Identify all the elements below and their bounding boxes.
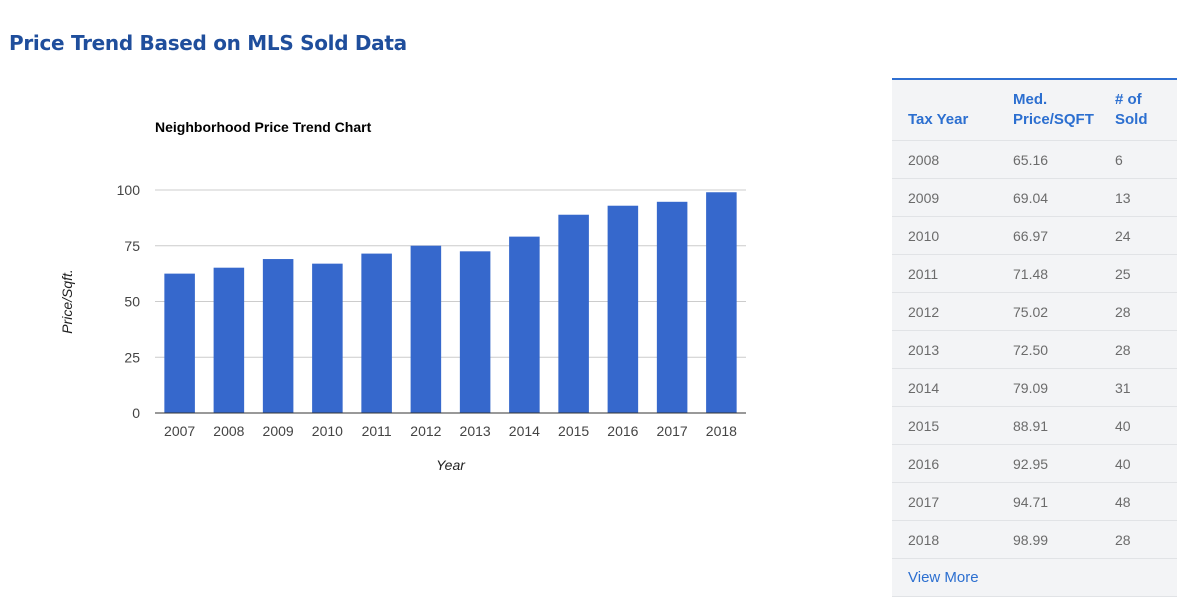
- bar-2012[interactable]: [410, 245, 442, 413]
- table-row: 2010 66.97 24: [892, 216, 1177, 255]
- x-tick-label: 2007: [164, 423, 195, 439]
- header-number-sold-line2: Sold: [1115, 111, 1148, 128]
- bar-2017[interactable]: [656, 201, 688, 413]
- bar-2010[interactable]: [312, 263, 343, 413]
- y-tick-label: 100: [117, 182, 141, 198]
- table-footer-row: View More: [892, 558, 1177, 597]
- cell-number-sold: 31: [1103, 368, 1177, 407]
- header-number-sold: # of Sold: [1103, 80, 1177, 141]
- bar-2016[interactable]: [607, 205, 639, 413]
- cell-tax-year: 2009: [892, 178, 997, 217]
- y-axis-ticks: 0 25 50 75 100: [117, 182, 141, 421]
- page-title: Price Trend Based on MLS Sold Data: [9, 31, 407, 55]
- table-row: 2012 75.02 28: [892, 292, 1177, 331]
- cell-number-sold: 40: [1103, 444, 1177, 483]
- bar-2011[interactable]: [361, 253, 392, 413]
- x-axis-ticks: 2007 2008 2009 2010 2011 2012 2013 2014 2015 2016…: [164, 423, 737, 439]
- table-header-row: Tax Year Med. Price/SQFT # of Sold: [892, 80, 1177, 141]
- header-median-price-line1: Med.: [1013, 91, 1048, 108]
- header-tax-year: Tax Year: [892, 80, 997, 141]
- y-tick-label: 50: [124, 294, 140, 310]
- chart-bars: [164, 192, 737, 413]
- cell-median-price: 79.09: [997, 368, 1103, 407]
- cell-median-price: 98.99: [997, 520, 1103, 559]
- table-row: 2009 69.04 13: [892, 178, 1177, 217]
- cell-tax-year: 2015: [892, 406, 997, 445]
- header-number-sold-line1: # of: [1115, 91, 1142, 108]
- chart-canvas: Neighborhood Price Trend Chart 0 25 50 75 10…: [59, 119, 746, 473]
- view-more-link[interactable]: View More: [908, 568, 979, 586]
- cell-median-price: 69.04: [997, 178, 1103, 217]
- cell-tax-year: 2010: [892, 216, 997, 255]
- cell-median-price: 75.02: [997, 292, 1103, 331]
- x-tick-label: 2009: [263, 423, 294, 439]
- cell-tax-year: 2012: [892, 292, 997, 331]
- cell-tax-year: 2018: [892, 520, 997, 559]
- bar-2015[interactable]: [558, 214, 589, 413]
- chart-title: Neighborhood Price Trend Chart: [155, 119, 372, 135]
- bar-2013[interactable]: [459, 251, 491, 413]
- x-tick-label: 2018: [706, 423, 737, 439]
- price-trend-table-panel: Tax Year Med. Price/SQFT # of Sold 2008 6…: [892, 78, 1177, 597]
- cell-tax-year: 2013: [892, 330, 997, 369]
- table-row: 2017 94.71 48: [892, 482, 1177, 521]
- cell-number-sold: 28: [1103, 330, 1177, 369]
- x-tick-label: 2015: [558, 423, 589, 439]
- x-tick-label: 2010: [312, 423, 343, 439]
- cell-number-sold: 48: [1103, 482, 1177, 521]
- table-row: 2015 88.91 40: [892, 406, 1177, 445]
- table-row: 2008 65.16 6: [892, 140, 1177, 179]
- cell-number-sold: 6: [1103, 140, 1177, 179]
- cell-median-price: 66.97: [997, 216, 1103, 255]
- cell-median-price: 94.71: [997, 482, 1103, 521]
- y-axis-label: Price/Sqft.: [59, 269, 75, 334]
- x-tick-label: 2008: [213, 423, 244, 439]
- cell-tax-year: 2017: [892, 482, 997, 521]
- cell-number-sold: 40: [1103, 406, 1177, 445]
- table-row: 2011 71.48 25: [892, 254, 1177, 293]
- x-tick-label: 2011: [362, 423, 392, 439]
- bar-2009[interactable]: [262, 259, 294, 413]
- cell-tax-year: 2014: [892, 368, 997, 407]
- y-tick-label: 75: [124, 238, 140, 254]
- cell-median-price: 65.16: [997, 140, 1103, 179]
- x-tick-label: 2017: [657, 423, 688, 439]
- price-trend-table: Tax Year Med. Price/SQFT # of Sold 2008 6…: [892, 80, 1177, 597]
- table-body: 2008 65.16 6 2009 69.04 13 2010 66.97 24 2011 71.4…: [892, 140, 1177, 559]
- cell-tax-year: 2008: [892, 140, 997, 179]
- cell-number-sold: 28: [1103, 292, 1177, 331]
- table-footer-cell: View More: [892, 558, 1177, 597]
- y-tick-label: 25: [124, 349, 140, 365]
- y-tick-label: 0: [132, 405, 140, 421]
- cell-number-sold: 13: [1103, 178, 1177, 217]
- cell-median-price: 88.91: [997, 406, 1103, 445]
- cell-tax-year: 2016: [892, 444, 997, 483]
- cell-median-price: 72.50: [997, 330, 1103, 369]
- cell-number-sold: 28: [1103, 520, 1177, 559]
- cell-number-sold: 25: [1103, 254, 1177, 293]
- x-tick-label: 2014: [509, 423, 540, 439]
- table-row: 2016 92.95 40: [892, 444, 1177, 483]
- x-tick-label: 2012: [410, 423, 441, 439]
- x-axis-label: Year: [436, 457, 466, 473]
- bar-2018[interactable]: [706, 192, 737, 413]
- cell-number-sold: 24: [1103, 216, 1177, 255]
- cell-tax-year: 2011: [892, 254, 997, 293]
- header-tax-year-label: Tax Year: [908, 111, 969, 128]
- cell-median-price: 92.95: [997, 444, 1103, 483]
- cell-median-price: 71.48: [997, 254, 1103, 293]
- bar-2008[interactable]: [213, 267, 245, 413]
- price-trend-chart: Neighborhood Price Trend Chart 0 25 50 75 10…: [59, 119, 746, 473]
- header-median-price: Med. Price/SQFT: [997, 80, 1103, 141]
- bar-2014[interactable]: [509, 236, 540, 413]
- table-row: 2013 72.50 28: [892, 330, 1177, 369]
- x-tick-label: 2013: [460, 423, 491, 439]
- header-median-price-line2: Price/SQFT: [1013, 111, 1094, 128]
- bar-2007[interactable]: [164, 273, 195, 413]
- table-row: 2014 79.09 31: [892, 368, 1177, 407]
- table-row: 2018 98.99 28: [892, 520, 1177, 559]
- x-tick-label: 2016: [607, 423, 638, 439]
